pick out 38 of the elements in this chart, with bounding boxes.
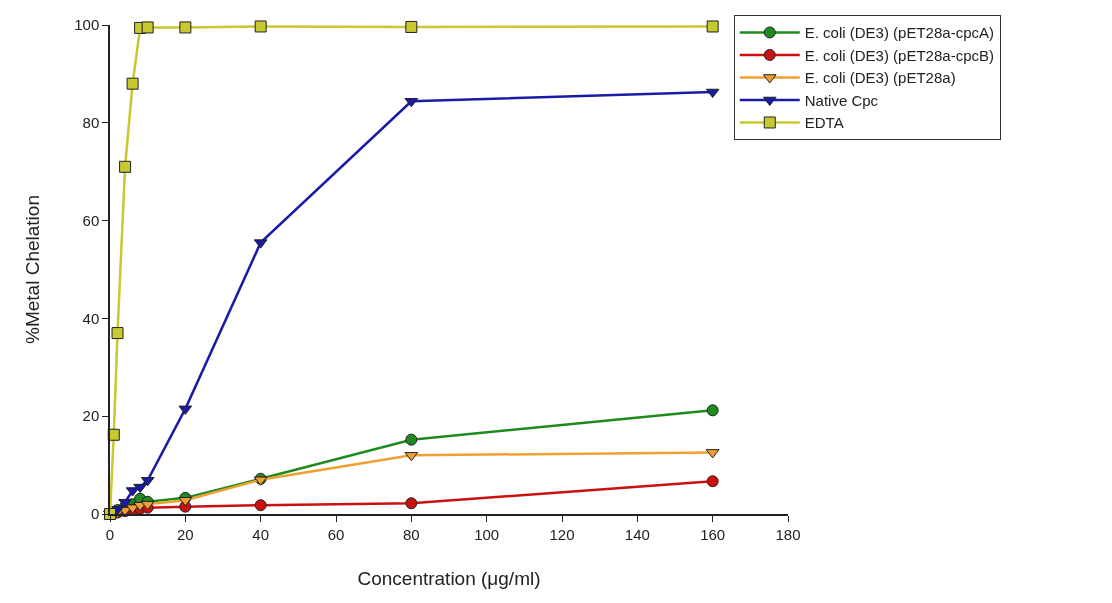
- point: [119, 160, 132, 173]
- y-tick-label: 0: [90, 505, 100, 523]
- point: [126, 77, 139, 90]
- x-tick-label: 100: [474, 525, 500, 543]
- x-tick-label: 0: [105, 525, 115, 543]
- y-tick-label: 60: [82, 211, 100, 229]
- point: [111, 327, 124, 340]
- legend-label: E. coli (DE3) (pET28a-cpcB): [804, 46, 994, 64]
- y-tick-label: 20: [82, 407, 100, 425]
- legend-label: EDTA: [804, 114, 844, 132]
- point: [405, 20, 418, 33]
- point: [141, 21, 154, 34]
- point: [405, 497, 418, 510]
- x-tick-label: 60: [327, 525, 345, 543]
- x-tick-label: 160: [700, 525, 726, 543]
- y-axis-title: %Metal Chelation: [21, 195, 43, 344]
- y-tick-label: 40: [82, 309, 100, 327]
- x-tick-label: 180: [775, 525, 801, 543]
- legend-label: Native Cpc: [804, 91, 879, 109]
- x-tick-label: 120: [549, 525, 575, 543]
- x-tick-label: 140: [624, 525, 650, 543]
- legend-label: E. coli (DE3) (pET28a-cpcA): [804, 24, 994, 42]
- point: [706, 475, 719, 488]
- x-tick-label: 40: [252, 525, 270, 543]
- point: [254, 499, 267, 512]
- y-tick-label: 80: [82, 114, 100, 132]
- point: [706, 20, 719, 33]
- point: [405, 433, 418, 446]
- y-tick-label: 100: [74, 16, 100, 34]
- point: [179, 21, 192, 34]
- x-tick-label: 20: [176, 525, 194, 543]
- x-tick-label: 80: [402, 525, 420, 543]
- point: [706, 404, 719, 417]
- point: [118, 499, 132, 509]
- legend-label: E. coli (DE3) (pET28a): [804, 69, 956, 87]
- x-axis-title: Concentration (μg/ml): [357, 568, 541, 590]
- point: [133, 483, 147, 494]
- point: [254, 20, 267, 33]
